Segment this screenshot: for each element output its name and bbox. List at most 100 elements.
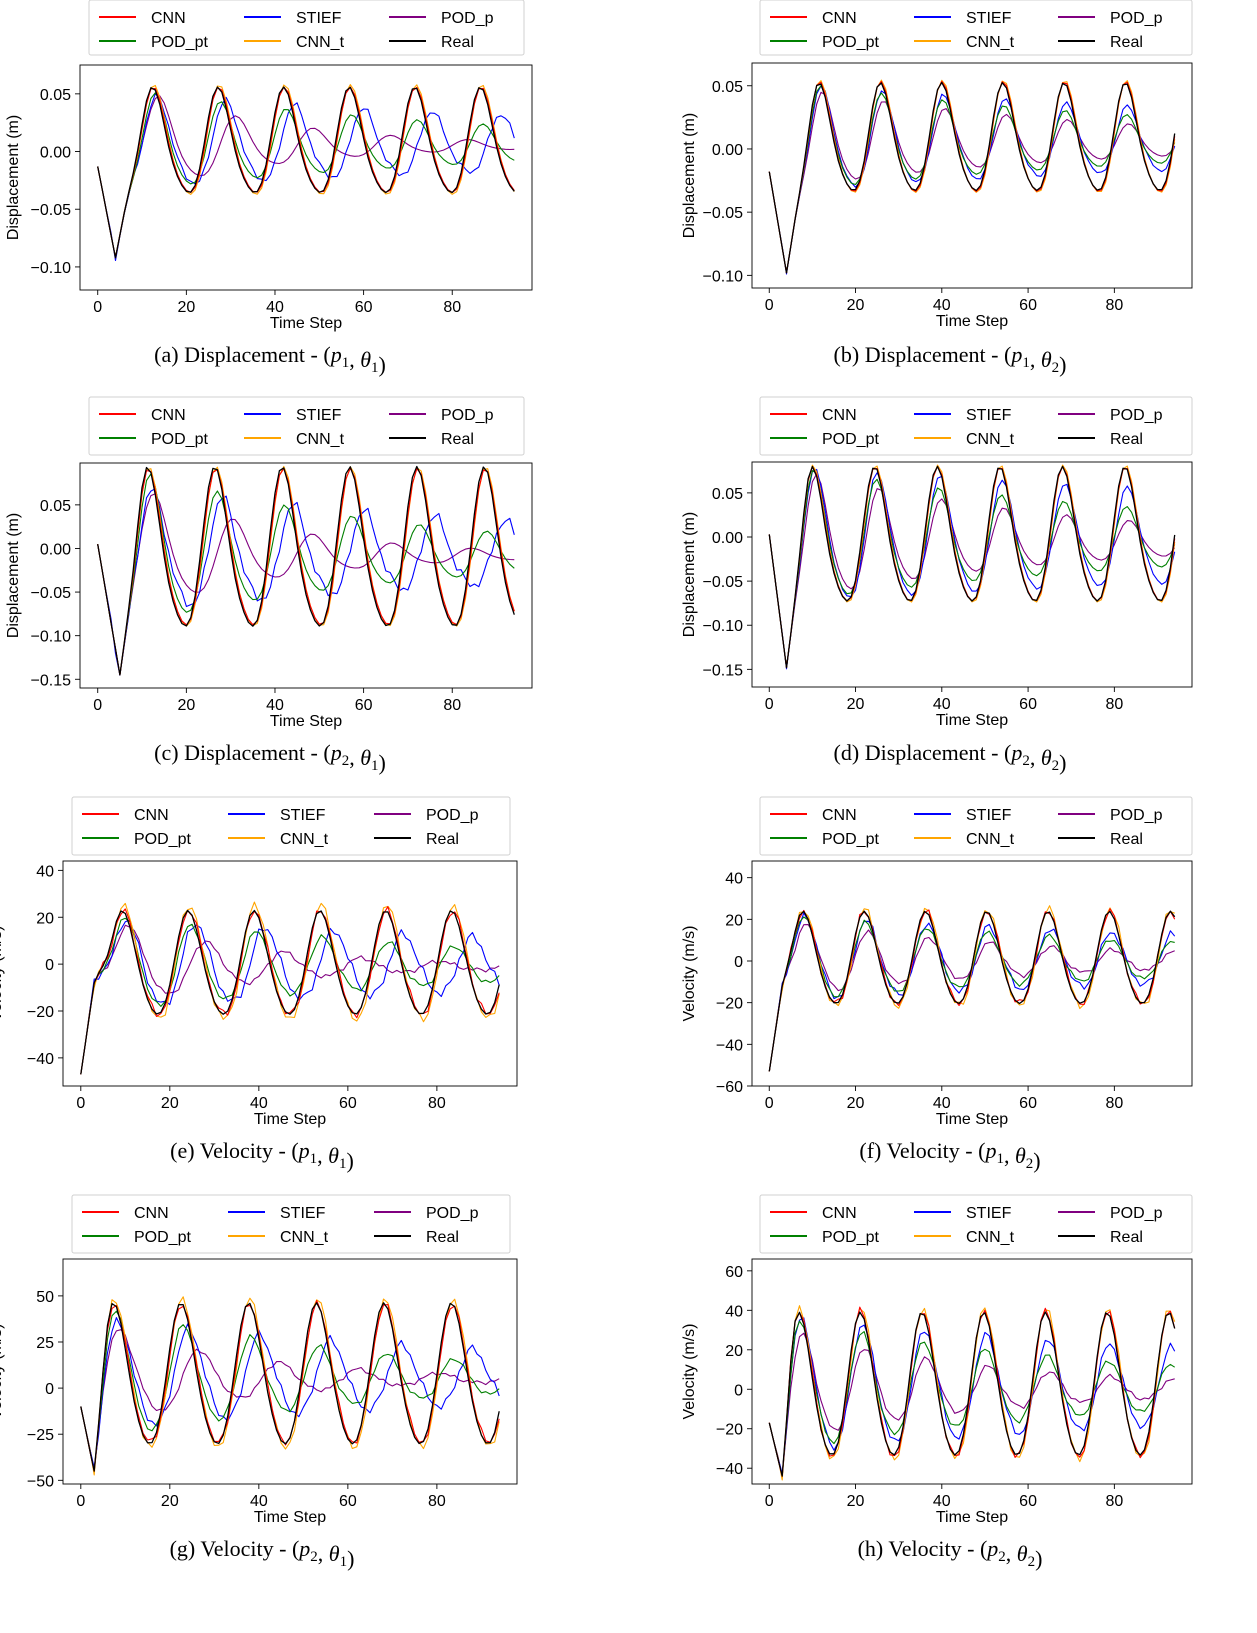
x-tick-label: 20 <box>177 299 195 316</box>
y-tick-label: −0.10 <box>31 629 72 646</box>
legend-label-pod_pt: POD_pt <box>822 34 879 51</box>
subplot-c: CNN STIEF POD_p POD_pt CNN_t Real 0 20 40 60 80 −0.… <box>5 396 533 775</box>
series-line-cnn_t <box>768 464 1176 669</box>
x-axis-label: Time Step <box>936 1111 1008 1128</box>
y-tick-label: −40 <box>27 1051 54 1068</box>
y-tick-label: 20 <box>36 910 54 927</box>
x-tick-label: 20 <box>161 1095 179 1112</box>
y-tick-label: 0.00 <box>712 142 743 159</box>
legend-label-cnn_t: CNN_t <box>966 431 1015 448</box>
legend-label-real: Real <box>1110 34 1143 51</box>
x-tick-label: 60 <box>339 1493 357 1510</box>
x-tick-label: 80 <box>443 697 461 714</box>
legend-box <box>759 396 1193 456</box>
legend-label-pod_pt: POD_pt <box>822 1229 879 1246</box>
legend-label-pod_p: POD_p <box>1110 10 1163 27</box>
x-axis-label: Time Step <box>936 712 1008 729</box>
series-line-cnn <box>80 906 500 1075</box>
series-line-cnn <box>97 467 515 676</box>
x-tick-label: 40 <box>933 1493 951 1510</box>
y-tick-label: −0.15 <box>31 672 72 689</box>
legend-label-real: Real <box>1110 831 1143 848</box>
legend-label-cnn_t: CNN_t <box>296 431 345 448</box>
x-tick-label: 0 <box>93 697 102 714</box>
series-line-pod_p <box>768 1332 1175 1477</box>
x-tick-label: 80 <box>443 299 461 316</box>
subplot-h: CNN STIEF POD_p POD_pt CNN_t Real 0 20 40 60 80 −40… <box>681 1194 1193 1571</box>
legend-label-pod_pt: POD_pt <box>822 831 879 848</box>
x-tick-label: 20 <box>847 297 865 314</box>
series-line-pod_pt <box>768 916 1175 1072</box>
y-axis-label: Velocity (m/s) <box>0 1323 5 1419</box>
legend-box <box>88 396 525 456</box>
y-tick-label: −0.05 <box>703 205 744 222</box>
legend-label-cnn_t: CNN_t <box>966 831 1015 848</box>
series-line-real <box>768 910 1176 1072</box>
legend-label-pod_p: POD_p <box>426 807 479 824</box>
axes-frame <box>751 860 1193 1087</box>
series-line-pod_pt <box>768 470 1176 669</box>
legend-label-stief: STIEF <box>966 1205 1012 1222</box>
x-tick-label: 40 <box>250 1493 268 1510</box>
legend-label-cnn: CNN <box>822 407 857 424</box>
series-group <box>768 1305 1176 1481</box>
x-tick-label: 60 <box>1019 297 1037 314</box>
y-tick-label: 40 <box>725 871 743 888</box>
x-tick-label: 0 <box>765 1493 774 1510</box>
legend-label-pod_pt: POD_pt <box>822 431 879 448</box>
legend-label-cnn: CNN <box>134 807 169 824</box>
legend: CNN STIEF POD_p POD_pt CNN_t Real <box>88 396 525 456</box>
x-tick-label: 80 <box>428 1493 446 1510</box>
legend-label-pod_pt: POD_pt <box>134 831 191 848</box>
legend: CNN STIEF POD_p POD_pt CNN_t Real <box>759 796 1193 856</box>
legend-label-cnn_t: CNN_t <box>966 1229 1015 1246</box>
subplot-g: CNN STIEF POD_p POD_pt CNN_t Real 0 20 40 60 80 −50… <box>0 1194 518 1571</box>
axes-frame <box>79 64 533 291</box>
legend: CNN STIEF POD_p POD_pt CNN_t Real <box>88 0 525 56</box>
x-tick-label: 80 <box>1105 696 1123 713</box>
y-axis-label: Displacement (m) <box>5 115 22 240</box>
series-line-cnn <box>768 465 1176 669</box>
subfigure-caption: (h) Velocity - (p2, θ2) <box>858 1536 1043 1571</box>
x-tick-label: 80 <box>1105 1493 1123 1510</box>
x-tick-label: 40 <box>933 1095 951 1112</box>
y-tick-label: −20 <box>716 996 743 1013</box>
legend: CNN STIEF POD_p POD_pt CNN_t Real <box>71 796 511 856</box>
x-axis-label: Time Step <box>254 1509 326 1526</box>
series-line-pod_p <box>97 95 515 259</box>
legend-label-stief: STIEF <box>966 10 1012 27</box>
series-line-pod_pt <box>80 1310 500 1472</box>
x-tick-label: 0 <box>765 1095 774 1112</box>
series-group <box>97 84 515 262</box>
legend-box <box>759 1194 1193 1254</box>
series-line-real <box>768 81 1176 274</box>
subfigure-caption: (d) Displacement - (p2, θ2) <box>834 740 1067 775</box>
y-tick-label: −0.15 <box>703 662 744 679</box>
x-axis-label: Time Step <box>936 313 1008 330</box>
legend-label-stief: STIEF <box>280 1205 326 1222</box>
axes-frame <box>751 62 1193 289</box>
legend-box <box>71 1194 511 1254</box>
series-group <box>768 79 1176 275</box>
legend-label-stief: STIEF <box>966 807 1012 824</box>
legend-label-cnn: CNN <box>151 10 186 27</box>
x-tick-label: 60 <box>1019 1493 1037 1510</box>
y-tick-label: −0.10 <box>703 268 744 285</box>
series-line-stief <box>97 488 515 676</box>
x-tick-label: 80 <box>1105 1095 1123 1112</box>
legend-label-pod_p: POD_p <box>1110 407 1163 424</box>
series-line-stief <box>97 93 515 262</box>
x-tick-label: 60 <box>1019 1095 1037 1112</box>
series-line-pod_p <box>97 493 515 676</box>
x-axis-label: Time Step <box>270 315 342 332</box>
y-tick-label: 0 <box>734 954 743 971</box>
x-tick-label: 60 <box>339 1095 357 1112</box>
legend-label-stief: STIEF <box>296 10 342 27</box>
legend-label-stief: STIEF <box>296 407 342 424</box>
series-group <box>768 905 1176 1072</box>
x-tick-label: 0 <box>93 299 102 316</box>
x-tick-label: 40 <box>266 299 284 316</box>
y-tick-label: 40 <box>36 863 54 880</box>
x-tick-label: 20 <box>161 1493 179 1510</box>
series-line-cnn <box>97 86 515 259</box>
